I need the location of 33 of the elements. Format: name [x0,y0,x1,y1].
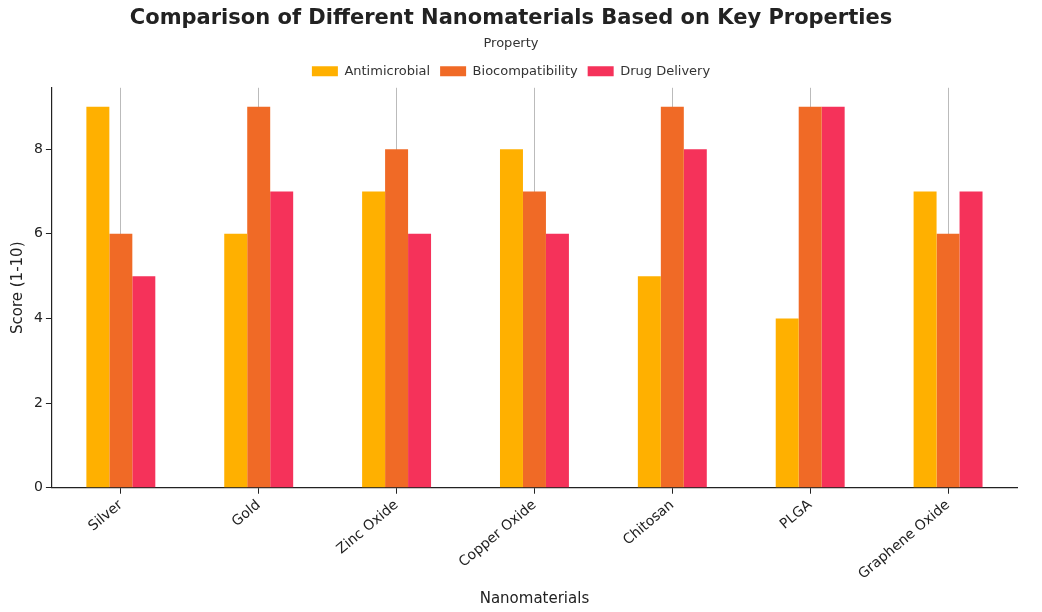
bar [224,233,248,488]
bar [913,191,937,488]
bar [362,191,386,488]
bar [660,106,684,488]
bar [247,106,271,488]
x-axis-title: Nanomaterials [479,588,590,607]
bar [545,233,569,488]
bar [385,149,409,488]
legend-title: Property [483,35,539,51]
bar [821,106,845,488]
legend-label: Drug Delivery [620,62,711,78]
y-tick-label: 0 [33,478,43,495]
y-tick-label: 6 [33,224,43,241]
y-tick-label: 2 [33,393,43,410]
bar [270,191,294,488]
y-axis-title: Score (1-10) [7,241,26,335]
bar [798,106,822,488]
bar [959,191,983,488]
bar [86,106,110,488]
bar [775,318,799,488]
chart-title: Comparison of Different Nanomaterials Based on Key Properties [129,5,893,30]
y-tick-label: 4 [33,309,43,326]
y-tick-label: 8 [33,139,43,156]
bar [499,149,523,488]
bar [522,191,546,488]
legend-label: Biocompatibility [472,62,578,78]
bar [132,276,156,488]
legend-label: Antimicrobial [344,62,431,78]
bar [637,276,661,488]
bar [936,233,960,488]
bar [408,233,432,488]
bar [109,233,133,488]
bar [683,149,707,488]
